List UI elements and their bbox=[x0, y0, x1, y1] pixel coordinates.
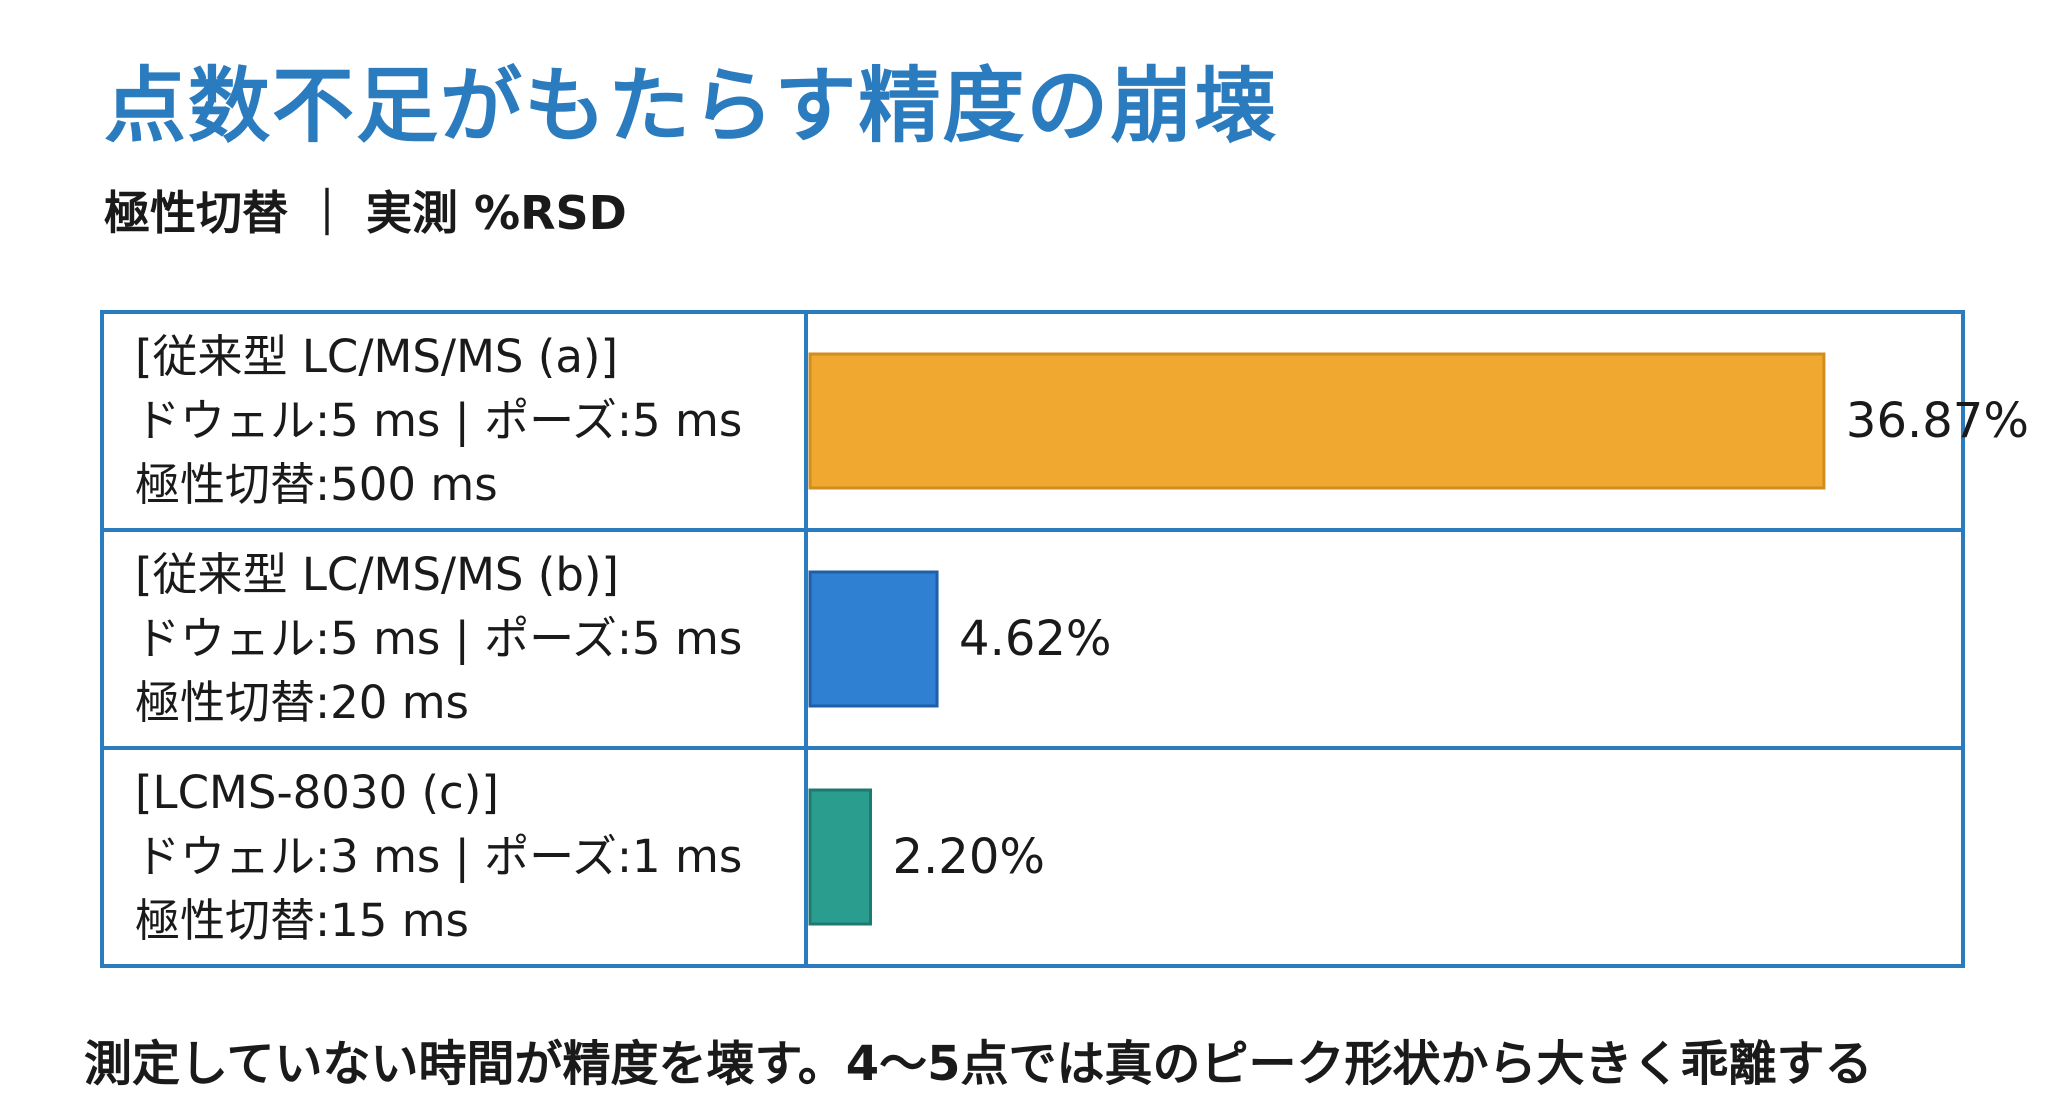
footer-note: 測定していない時間が精度を壊す。4〜5点では真のピーク形状から大きく乖離する bbox=[84, 1036, 1873, 1092]
category-label-line: 極性切替:500 ms bbox=[135, 458, 498, 511]
chart-border bbox=[100, 310, 1965, 968]
category-label-line: [従来型 LC/MS/MS (a)] bbox=[135, 330, 619, 383]
category-label-line: 極性切替:20 ms bbox=[135, 676, 470, 729]
category-label-line: [従来型 LC/MS/MS (b)] bbox=[135, 548, 619, 601]
category-label: [従来型 LC/MS/MS (a)] ドウェル:5 ms | ポーズ:5 ms 極性… bbox=[135, 325, 795, 517]
page-subtitle: 極性切替 ｜ 実測 %RSD bbox=[104, 186, 627, 240]
value-label: 4.62% bbox=[959, 611, 1112, 667]
category-label: [従来型 LC/MS/MS (b)] ドウェル:5 ms | ポーズ:5 ms 極性… bbox=[135, 543, 795, 735]
bar-conventional-a bbox=[808, 352, 1826, 490]
bar-lcms-8030-c bbox=[808, 788, 872, 926]
category-label-line: ドウェル:3 ms | ポーズ:1 ms bbox=[135, 830, 743, 883]
category-label-line: ドウェル:5 ms | ポーズ:5 ms bbox=[135, 394, 743, 447]
value-label: 2.20% bbox=[892, 829, 1045, 885]
bar-conventional-b bbox=[808, 570, 939, 708]
value-label: 36.87% bbox=[1845, 393, 2029, 449]
chart-frame bbox=[100, 310, 1965, 968]
category-label-line: 極性切替:15 ms bbox=[135, 894, 470, 947]
page-title: 点数不足がもたらす精度の崩壊 bbox=[104, 59, 1279, 154]
category-label: [LCMS-8030 (c)] ドウェル:3 ms | ポーズ:1 ms 極性切替:… bbox=[135, 761, 795, 953]
category-label-line: [LCMS-8030 (c)] bbox=[135, 766, 499, 819]
category-label-line: ドウェル:5 ms | ポーズ:5 ms bbox=[135, 612, 743, 665]
chart-bars bbox=[808, 352, 1826, 926]
